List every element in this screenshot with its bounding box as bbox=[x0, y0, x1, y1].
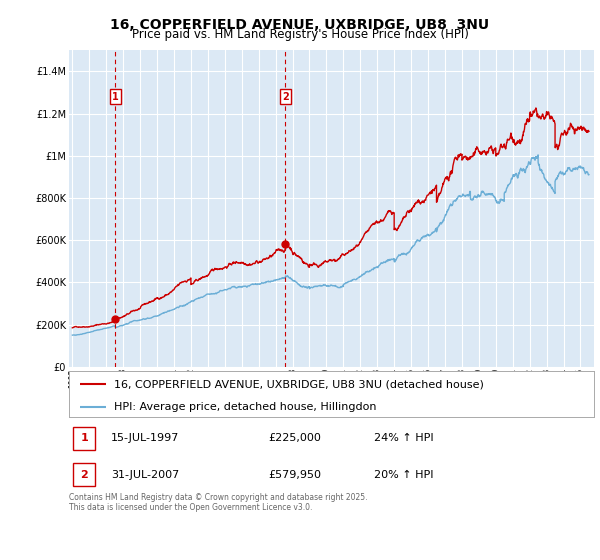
Text: Price paid vs. HM Land Registry's House Price Index (HPI): Price paid vs. HM Land Registry's House … bbox=[131, 28, 469, 41]
Text: 16, COPPERFIELD AVENUE, UXBRIDGE, UB8  3NU: 16, COPPERFIELD AVENUE, UXBRIDGE, UB8 3N… bbox=[110, 18, 490, 32]
Text: HPI: Average price, detached house, Hillingdon: HPI: Average price, detached house, Hill… bbox=[113, 402, 376, 412]
Text: £579,950: £579,950 bbox=[269, 470, 322, 479]
Text: 1: 1 bbox=[112, 92, 119, 102]
Text: 15-JUL-1997: 15-JUL-1997 bbox=[111, 433, 179, 443]
Text: 2: 2 bbox=[282, 92, 289, 102]
FancyBboxPatch shape bbox=[73, 427, 95, 450]
Text: 31-JUL-2007: 31-JUL-2007 bbox=[111, 470, 179, 479]
Text: £225,000: £225,000 bbox=[269, 433, 322, 443]
Text: 2: 2 bbox=[80, 470, 88, 479]
Text: 16, COPPERFIELD AVENUE, UXBRIDGE, UB8 3NU (detached house): 16, COPPERFIELD AVENUE, UXBRIDGE, UB8 3N… bbox=[113, 379, 484, 389]
Text: Contains HM Land Registry data © Crown copyright and database right 2025.
This d: Contains HM Land Registry data © Crown c… bbox=[69, 493, 367, 512]
Text: 20% ↑ HPI: 20% ↑ HPI bbox=[373, 470, 433, 479]
Text: 1: 1 bbox=[80, 433, 88, 443]
FancyBboxPatch shape bbox=[73, 463, 95, 486]
Text: 24% ↑ HPI: 24% ↑ HPI bbox=[373, 433, 433, 443]
